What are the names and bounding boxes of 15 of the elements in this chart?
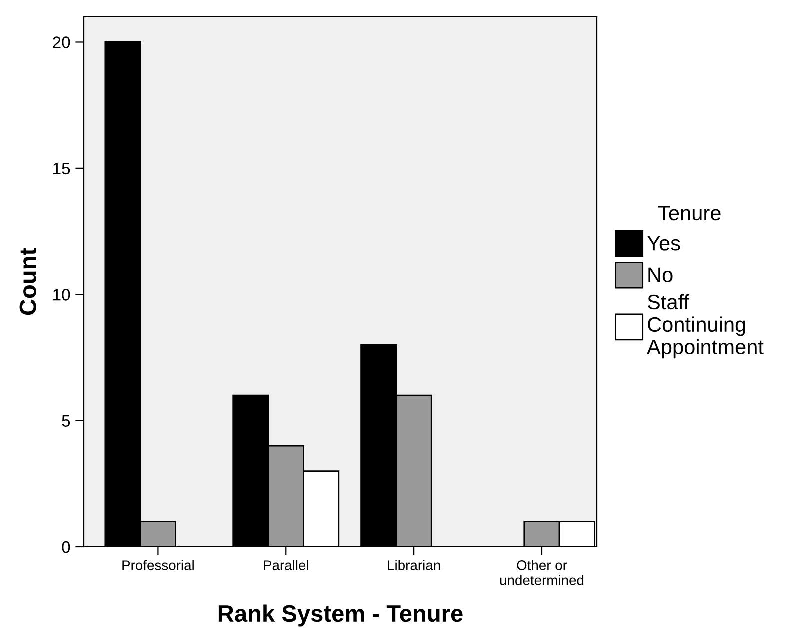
x-tick-label: Parallel [264, 560, 308, 570]
y-tick-label: 20 [53, 36, 70, 48]
y-tick-label: 15 [54, 163, 70, 175]
legend-label: Yes [647, 236, 680, 251]
y-tick-label: 10 [54, 289, 70, 301]
x-tick-label: Professorial [122, 560, 194, 570]
x-tick-label: Librarian [388, 560, 440, 570]
legend-label: No [648, 268, 673, 282]
legend-title: Tenure [658, 206, 721, 221]
y-axis-title: Count [20, 248, 36, 316]
y-tick-label: 0 [62, 541, 70, 554]
legend-label: Staff Continuing Appointment [647, 294, 764, 359]
x-axis-title: Rank System - Tenure [218, 604, 463, 627]
x-tick-label: Other or undetermined [500, 560, 584, 586]
y-tick-label: 5 [62, 415, 70, 428]
